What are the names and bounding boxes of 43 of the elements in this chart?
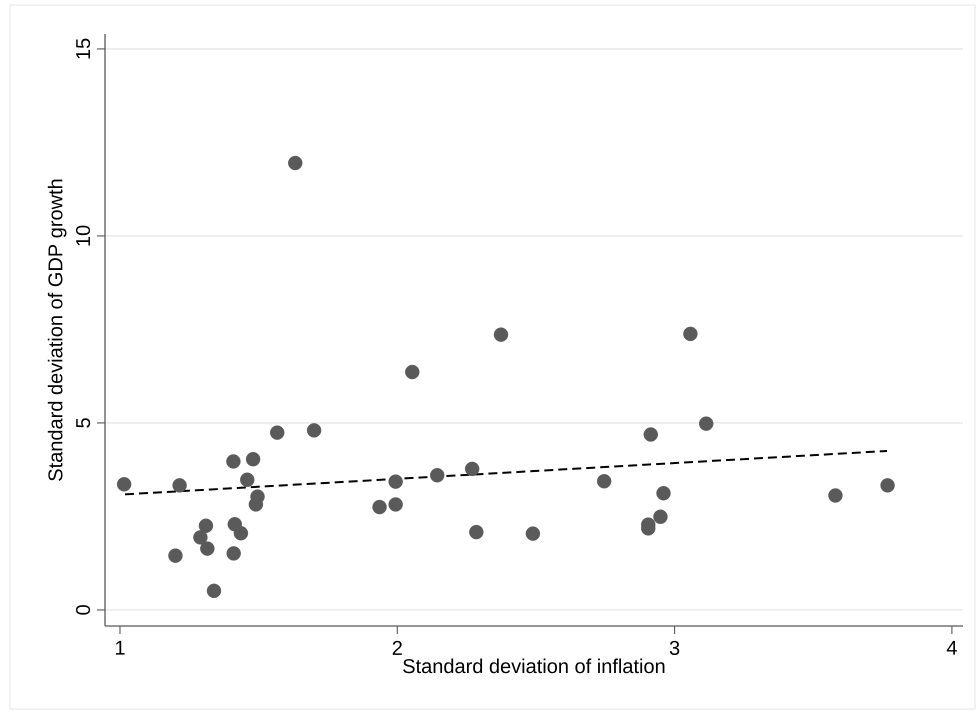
point bbox=[200, 541, 215, 556]
x-tick-label: 3 bbox=[670, 640, 680, 656]
point bbox=[430, 468, 444, 482]
point bbox=[234, 526, 248, 540]
y-tick-label: 5 bbox=[76, 418, 90, 428]
point bbox=[388, 497, 403, 512]
point bbox=[464, 462, 480, 476]
y-axis-title: Standard deviation of GDP growth bbox=[48, 180, 66, 481]
point bbox=[206, 584, 222, 598]
point bbox=[469, 524, 484, 540]
point bbox=[226, 546, 241, 561]
point bbox=[596, 474, 612, 488]
x-axis-title: Standard deviation of inflation bbox=[403, 658, 664, 674]
point bbox=[880, 478, 895, 493]
point bbox=[246, 452, 260, 466]
point bbox=[198, 518, 214, 533]
point bbox=[168, 548, 183, 563]
point bbox=[656, 486, 671, 500]
point bbox=[172, 478, 187, 493]
point bbox=[388, 474, 403, 489]
point bbox=[306, 423, 322, 438]
point bbox=[240, 472, 254, 487]
y-tick-label: 0 bbox=[76, 605, 90, 615]
point bbox=[699, 416, 714, 431]
point bbox=[116, 477, 132, 492]
point bbox=[248, 497, 264, 512]
point bbox=[226, 454, 241, 469]
x-tick-label: 4 bbox=[946, 640, 957, 655]
point bbox=[526, 526, 540, 541]
y-tick-label: 10 bbox=[76, 226, 90, 246]
point bbox=[270, 425, 284, 440]
point bbox=[405, 364, 420, 380]
point bbox=[644, 427, 658, 442]
point bbox=[193, 530, 208, 545]
point bbox=[494, 327, 508, 342]
point bbox=[288, 156, 302, 170]
y-tick-label: 15 bbox=[76, 38, 90, 59]
point bbox=[372, 500, 387, 514]
x-tick-label: 2 bbox=[392, 640, 402, 655]
point bbox=[828, 488, 843, 503]
point bbox=[683, 326, 698, 342]
x-tick-label: 1 bbox=[116, 640, 125, 655]
point bbox=[653, 510, 668, 524]
